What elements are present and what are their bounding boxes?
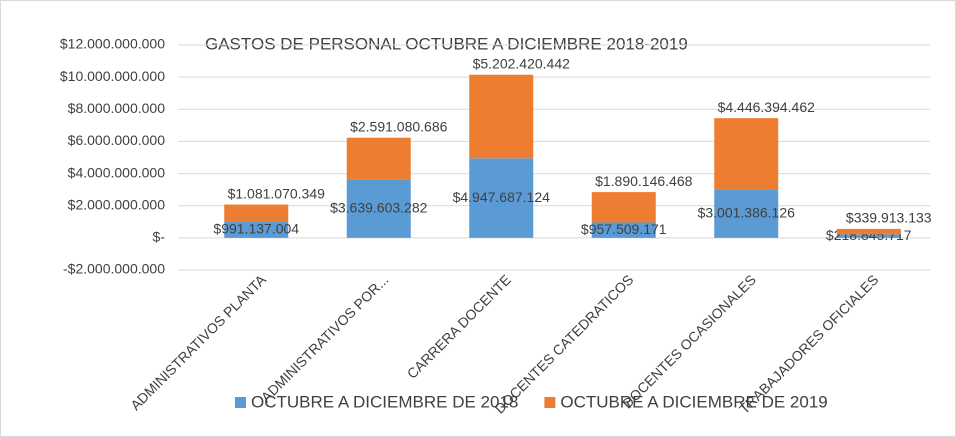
data-label: $957.509.171 <box>581 221 667 237</box>
data-label: $3.001.386.126 <box>698 204 796 220</box>
data-label: $5.202.420.442 <box>473 55 571 71</box>
data-label: $3.639.603.282 <box>330 199 428 215</box>
data-label: $1.081.070.349 <box>228 185 326 201</box>
data-label: $4.446.394.462 <box>718 99 816 115</box>
y-tick-label: $- <box>153 229 166 245</box>
bar-segment <box>836 234 901 238</box>
data-label: $2.591.080.686 <box>350 118 448 134</box>
legend-label: OCTUBRE A DICIEMBRE DE 2018 <box>251 392 518 411</box>
y-tick-label: $12.000.000.000 <box>60 36 165 52</box>
y-tick-label: $2.000.000.000 <box>68 196 166 212</box>
bar-segment <box>836 228 901 235</box>
data-label: $991.137.004 <box>213 221 299 237</box>
bar-segment <box>591 222 656 238</box>
y-tick-label: $10.000.000.000 <box>60 68 165 84</box>
legend-swatch <box>235 397 246 408</box>
bar-segment <box>469 158 534 238</box>
bar-segment <box>224 204 289 222</box>
bar-segment <box>224 221 289 238</box>
bar-segment <box>346 179 411 238</box>
data-label: $339.913.133 <box>846 210 932 226</box>
legend-label: OCTUBRE A DICIEMBRE DE 2019 <box>560 392 827 411</box>
data-label: $1.890.146.468 <box>595 173 693 189</box>
bar-segment <box>714 118 779 190</box>
data-label: $4.947.687.124 <box>453 189 551 205</box>
bar-segment <box>346 137 411 180</box>
y-tick-label: -$2.000.000.000 <box>63 261 165 277</box>
y-tick-label: $8.000.000.000 <box>68 100 166 116</box>
bar-segment <box>469 74 534 159</box>
y-tick-label: $4.000.000.000 <box>68 164 166 180</box>
y-tick-label: $6.000.000.000 <box>68 132 166 148</box>
bar-segment <box>591 192 656 223</box>
chart-title: GASTOS DE PERSONAL OCTUBRE A DICIEMBRE 2… <box>205 34 688 53</box>
bar-segment <box>714 189 779 238</box>
legend-swatch <box>544 397 556 408</box>
